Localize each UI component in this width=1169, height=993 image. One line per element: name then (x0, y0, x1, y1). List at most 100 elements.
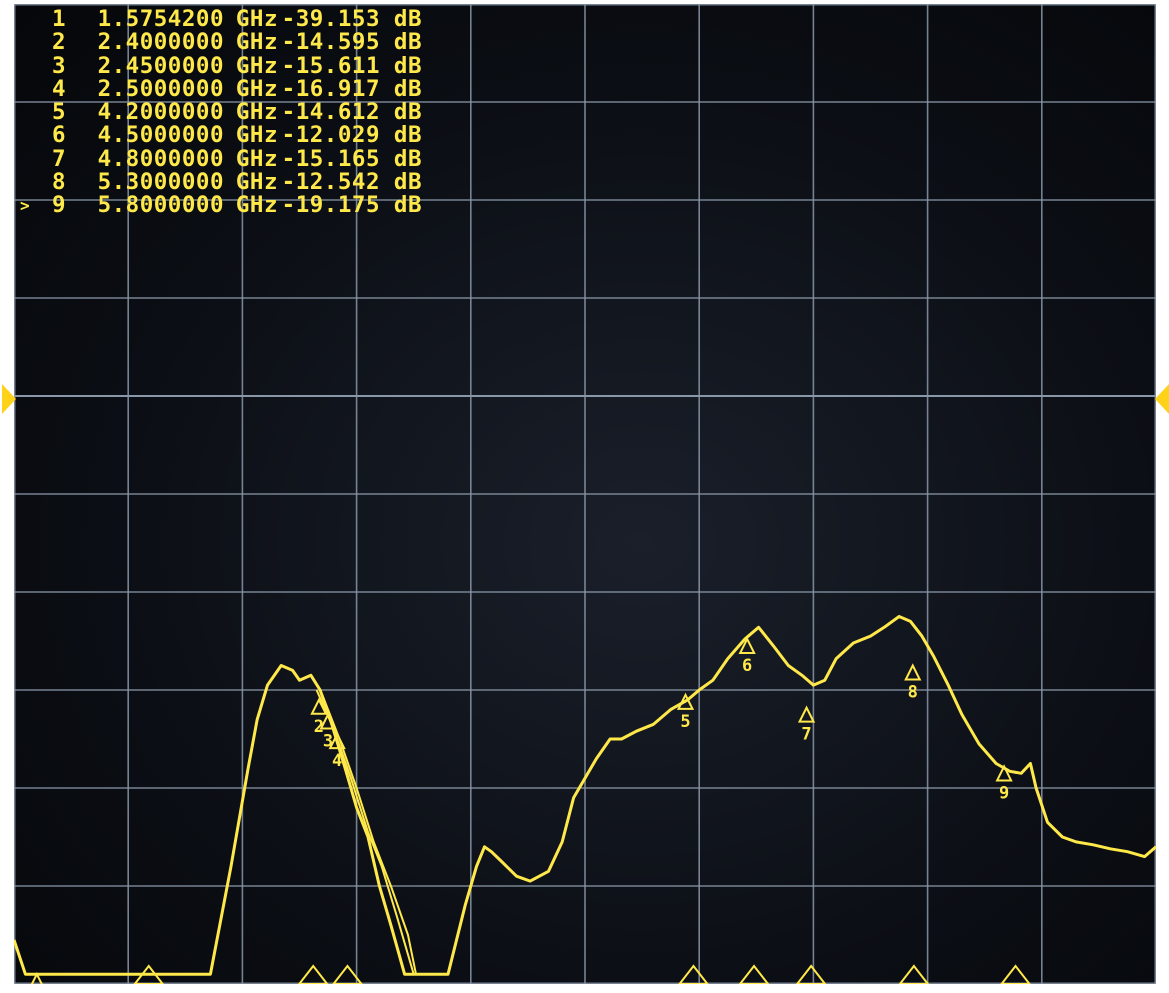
reference-level-right-arrow-icon (1155, 384, 1169, 414)
marker-frequency-unit: GHz (235, 145, 278, 172)
marker-1[interactable]: 1 (30, 971, 44, 984)
marker-7[interactable]: 7 (797, 705, 816, 745)
marker-6[interactable]: 6 (738, 636, 756, 676)
marker-9[interactable]: 9 (995, 764, 1013, 803)
marker-readout-row: 3 2.4500000 GHz -15.611 dB (20, 52, 422, 79)
bottom-marker-icon (133, 964, 165, 984)
marker-triangle-icon (676, 692, 695, 710)
marker-value-unit: dB (393, 169, 422, 196)
marker-2[interactable]: 2 (310, 697, 328, 737)
marker-readout-row: 2 2.4000000 GHz -14.595 dB (20, 29, 422, 56)
active-marker-indicator (20, 78, 34, 101)
marker-readout-row: 1 1.5754200 GHz -39.153 dB (20, 6, 422, 32)
trace-plot: 123456789 (14, 4, 1156, 984)
bottom-marker-icon (1000, 964, 1031, 984)
marker-frequency: 4.8000000 (97, 145, 224, 172)
marker-frequency: 1.5754200 (97, 6, 224, 32)
marker-value: -14.595 (281, 29, 380, 56)
bottom-marker-icon (678, 964, 709, 984)
marker-triangle-icon (30, 971, 43, 984)
marker-readout-row: 4 2.5000000 GHz -16.917 dB (20, 75, 422, 102)
marker-id: 5 (51, 99, 66, 126)
marker-readout-table: 1 1.5754200 GHz -39.153 dB 2 2.4000000 GHz -14.5… (20, 6, 422, 219)
active-marker-indicator (20, 55, 34, 78)
bottom-marker-icon (898, 964, 930, 984)
marker-value: -14.612 (281, 99, 380, 126)
marker-label: 7 (801, 725, 811, 745)
marker-3[interactable]: 3 (319, 712, 337, 752)
marker-frequency-unit: GHz (235, 29, 278, 56)
marker-frequency: 4.2000000 (97, 99, 224, 126)
bottom-marker-icon (795, 964, 827, 984)
marker-value: -12.029 (281, 122, 380, 149)
marker-readout-row: 5 4.2000000 GHz -14.612 dB (20, 99, 422, 126)
marker-label: 6 (742, 656, 752, 676)
active-marker-indicator (20, 31, 34, 54)
marker-id: 3 (51, 52, 66, 79)
active-marker-indicator (20, 8, 34, 31)
marker-frequency: 4.5000000 (97, 122, 224, 149)
marker-triangle-icon (310, 697, 328, 715)
marker-id: 7 (51, 145, 66, 172)
marker-id: 9 (51, 192, 66, 219)
trace-line (14, 615, 1156, 976)
marker-readout-row: 7 4.8000000 GHz -15.165 dB (20, 145, 422, 172)
marker-readout-row: >9 5.8000000 GHz -19.175 dB (20, 192, 422, 219)
marker-value: -19.175 (281, 192, 380, 219)
active-marker-indicator (20, 148, 34, 171)
marker-frequency-unit: GHz (235, 169, 278, 196)
marker-triangle-icon (797, 705, 816, 723)
marker-frequency: 5.8000000 (97, 192, 224, 219)
marker-frequency: 2.5000000 (97, 75, 224, 102)
marker-label: 4 (332, 751, 342, 771)
active-marker-indicator: > (20, 196, 31, 216)
marker-id: 1 (51, 6, 66, 32)
marker-value-unit: dB (393, 145, 422, 172)
bottom-marker-icon (332, 964, 363, 984)
marker-value-unit: dB (393, 99, 422, 126)
marker-id: 8 (51, 169, 66, 196)
marker-value-unit: dB (393, 6, 422, 32)
marker-label: 9 (999, 783, 1009, 803)
marker-triangle-icon (328, 731, 346, 750)
marker-label: 3 (323, 732, 333, 752)
marker-frequency-unit: GHz (235, 122, 278, 149)
marker-frequency-unit: GHz (235, 6, 278, 32)
marker-triangle-icon (904, 663, 922, 681)
marker-frequency-unit: GHz (235, 192, 278, 219)
marker-label: 5 (680, 712, 690, 732)
active-marker-indicator (20, 171, 34, 194)
marker-value: -15.611 (281, 52, 380, 79)
marker-value-unit: dB (393, 192, 422, 219)
marker-value-unit: dB (393, 29, 422, 56)
marker-value: -15.165 (281, 145, 380, 172)
marker-frequency: 2.4000000 (97, 29, 224, 56)
marker-triangle-icon (319, 712, 337, 730)
marker-triangle-icon (995, 764, 1013, 782)
marker-label: 8 (908, 683, 918, 703)
marker-id: 6 (51, 122, 66, 149)
marker-frequency-unit: GHz (235, 52, 278, 79)
marker-4[interactable]: 4 (328, 731, 346, 771)
marker-value: -39.153 (281, 6, 380, 32)
marker-label: 2 (314, 717, 324, 737)
active-marker-indicator (20, 101, 34, 124)
marker-frequency: 2.4500000 (97, 52, 224, 79)
marker-value-unit: dB (393, 52, 422, 79)
marker-value-unit: dB (393, 122, 422, 149)
bottom-marker-icon (738, 964, 770, 984)
marker-id: 4 (51, 75, 66, 102)
marker-value-unit: dB (393, 75, 422, 102)
marker-8[interactable]: 8 (904, 663, 922, 703)
marker-readout-row: 8 5.3000000 GHz -12.542 dB (20, 169, 422, 196)
active-marker-indicator (20, 124, 34, 147)
marker-value: -16.917 (281, 75, 380, 102)
marker-5[interactable]: 5 (676, 692, 695, 732)
marker-frequency-unit: GHz (235, 75, 278, 102)
marker-frequency: 5.3000000 (97, 169, 224, 196)
bottom-marker-icon (297, 964, 329, 984)
marker-triangle-icon (738, 636, 756, 655)
analyzer-screen: 123456789 11.5754200GHz-39.153dB22.40000… (14, 4, 1156, 984)
marker-id: 2 (51, 29, 66, 56)
marker-readout-row: 6 4.5000000 GHz -12.029 dB (20, 122, 422, 149)
